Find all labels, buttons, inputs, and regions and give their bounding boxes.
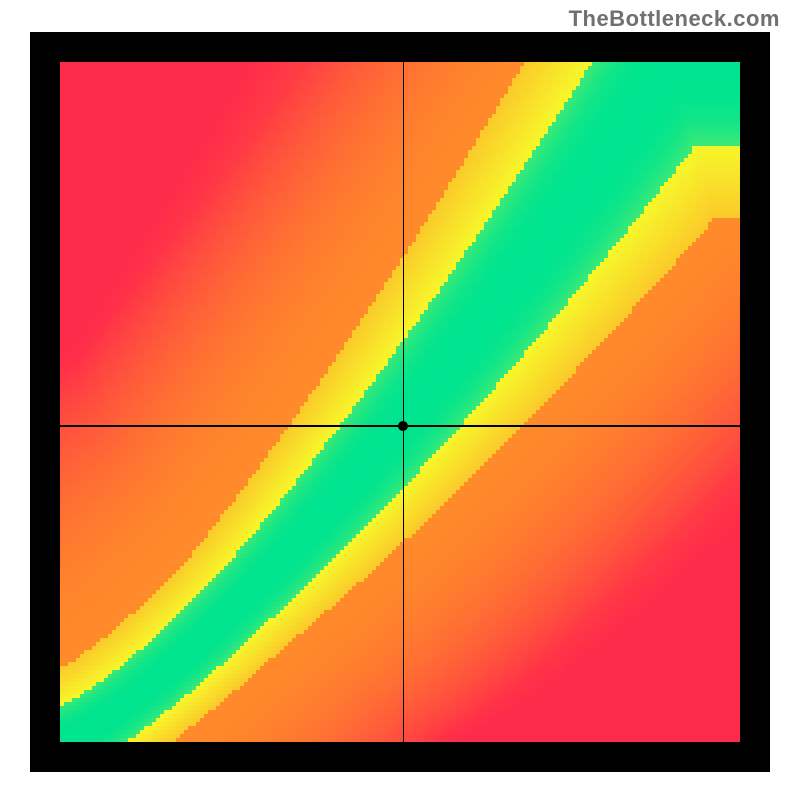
heatmap-canvas — [60, 62, 740, 742]
plot-area — [60, 62, 740, 742]
data-point — [398, 421, 408, 431]
chart-container: TheBottleneck.com — [0, 0, 800, 800]
attribution-text: TheBottleneck.com — [569, 6, 780, 32]
crosshair-vertical — [403, 62, 405, 742]
